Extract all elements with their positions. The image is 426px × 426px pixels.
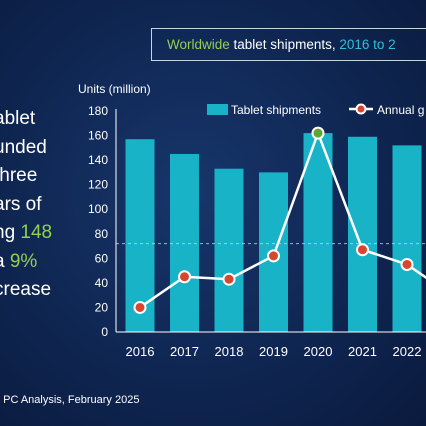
bar-2021	[348, 136, 377, 332]
bar-layer	[125, 133, 422, 332]
title-part-years: 2016 to 2	[339, 37, 396, 52]
growth-point-2018	[222, 272, 236, 286]
y-axis-label: Units (million)	[78, 82, 151, 96]
side-line-2: unded	[0, 136, 47, 158]
legend-bar-swatch	[207, 104, 228, 115]
side-line-3: three	[0, 165, 38, 186]
side-line-1: ablet	[0, 108, 36, 129]
side-line-5-text: ng	[0, 222, 16, 243]
title-part-worldwide: Worldwide	[167, 37, 230, 52]
source-note: , PC Analysis, February 2025	[0, 394, 140, 406]
x-tick-label-2017: 2017	[170, 344, 199, 359]
y-tick-label: 80	[95, 227, 109, 241]
side-line-6-text: a	[0, 251, 10, 272]
x-tick-label-2022: 2022	[393, 344, 422, 359]
growth-line	[139, 129, 426, 309]
title-part-main: tablet shipments,	[229, 37, 340, 52]
y-tick-label: 160	[88, 129, 108, 143]
y-tick-label: 180	[88, 104, 108, 118]
side-line-7: crease	[0, 279, 52, 300]
side-line-4: ars of	[0, 193, 42, 215]
legend: Tablet shipments Annual g	[207, 103, 424, 117]
growth-point-2016	[133, 300, 147, 314]
side-commentary: ablet unded three ars of ng 148 a 9% cre…	[0, 105, 74, 305]
legend-line-marker	[355, 103, 367, 115]
bar-2022	[392, 145, 422, 332]
growth-point-2017	[178, 270, 191, 284]
x-tick-label-2021: 2021	[348, 344, 377, 359]
y-tick-label: 100	[88, 202, 108, 216]
bar-2018	[214, 168, 244, 332]
y-tick-label: 40	[95, 276, 109, 290]
side-line-6: a 9%	[0, 248, 74, 277]
legend-bar-label: Tablet shipments	[231, 103, 321, 117]
side-line-5: ng 148	[0, 219, 74, 248]
y-tick-label: 60	[95, 251, 109, 265]
x-tick-label-2016: 2016	[126, 344, 155, 359]
y-tick-label: 0	[101, 325, 108, 339]
bar-2020	[303, 133, 333, 332]
side-line-5-value: 148	[20, 222, 53, 243]
growth-point-2021	[356, 243, 369, 257]
growth-point-2019	[267, 249, 280, 263]
x-tick-label-2019: 2019	[259, 344, 288, 359]
legend-line-label: Annual g	[377, 103, 424, 117]
chart-title: Worldwide tablet shipments, 2016 to 2	[151, 28, 426, 61]
x-tick-label-2018: 2018	[215, 344, 244, 359]
growth-point-2020	[311, 126, 325, 140]
bar-2017	[170, 153, 199, 332]
growth-point-2022	[400, 257, 414, 271]
y-tick-label: 20	[95, 300, 109, 314]
y-tick-label: 140	[88, 153, 108, 167]
y-tick-label: 120	[88, 178, 108, 192]
x-tick-label-2020: 2020	[304, 344, 333, 359]
axis-layer: 0 20 40 60 80 100 120 140 160 180 Units (million) 2…	[78, 82, 426, 359]
side-line-6-value: 9%	[9, 250, 38, 272]
line-layer	[133, 126, 426, 314]
